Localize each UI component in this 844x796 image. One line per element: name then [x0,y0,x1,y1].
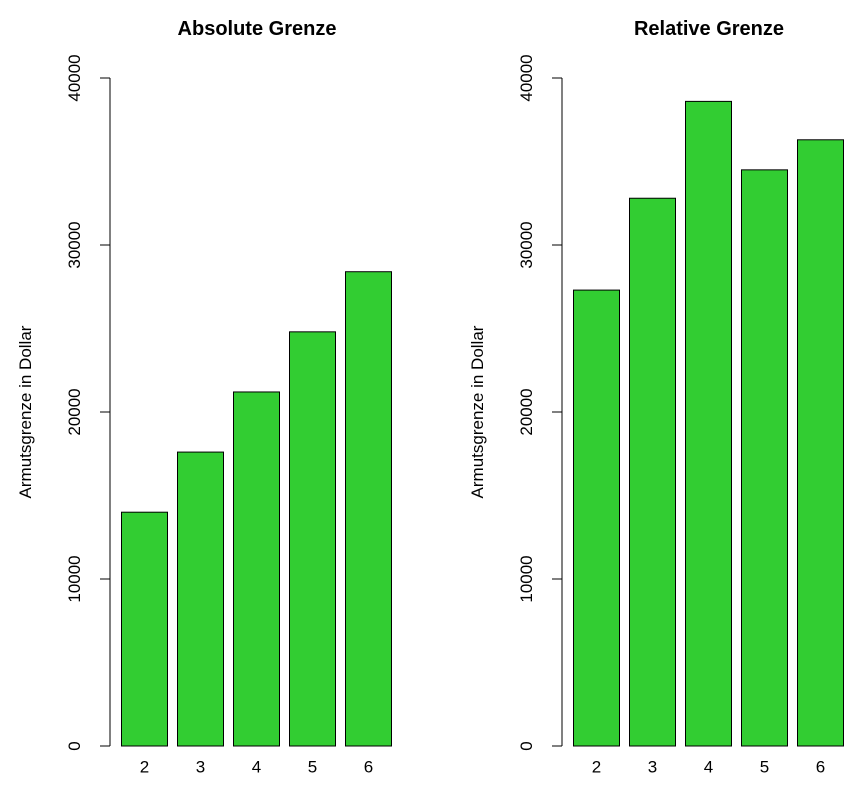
y-axis-label: Armutsgrenze in Dollar [468,325,487,498]
x-tick-label: 3 [196,757,205,776]
x-tick-label: 2 [592,757,601,776]
y-axis: 0 10000 20000 30000 40000 [65,54,111,751]
x-tick-label: 3 [648,757,657,776]
chart-panel-relative: Relative Grenze Armutsgrenze in Dollar 0… [468,18,844,776]
chart-title: Absolute Grenze [178,18,337,40]
bar [289,331,336,747]
x-tick-labels: 2 3 4 5 6 [140,757,373,776]
y-tick-label: 10000 [517,555,536,602]
bars-group [121,271,392,747]
bar [177,451,224,747]
x-tick-label: 6 [816,757,825,776]
x-tick-label: 2 [140,757,149,776]
x-tick-label: 4 [252,757,261,776]
chart-title: Relative Grenze [634,18,784,40]
y-tick-label: 20000 [517,388,536,435]
x-tick-labels: 2 3 4 5 6 [592,757,825,776]
y-tick-label: 30000 [517,221,536,268]
y-tick-label: 40000 [517,54,536,101]
x-tick-label: 6 [364,757,373,776]
y-tick-label: 10000 [65,555,84,602]
bar [121,511,168,747]
x-tick-label: 5 [308,757,317,776]
bar [797,139,844,747]
x-tick-label: 4 [704,757,713,776]
y-tick-label: 0 [517,741,536,750]
chart-panel-absolute: Absolute Grenze Armutsgrenze in Dollar 0… [16,18,392,776]
y-tick-label: 20000 [65,388,84,435]
y-axis-label: Armutsgrenze in Dollar [16,325,35,498]
bar [345,271,392,747]
y-tick-label: 30000 [65,221,84,268]
bar [573,289,620,747]
bar [629,197,676,747]
x-tick-label: 5 [760,757,769,776]
y-tick-label: 40000 [65,54,84,101]
bar [741,169,788,747]
y-axis: 0 10000 20000 30000 40000 [517,54,563,751]
bars-group [573,100,844,747]
bar [685,100,732,747]
bar [233,391,280,747]
y-tick-label: 0 [65,741,84,750]
